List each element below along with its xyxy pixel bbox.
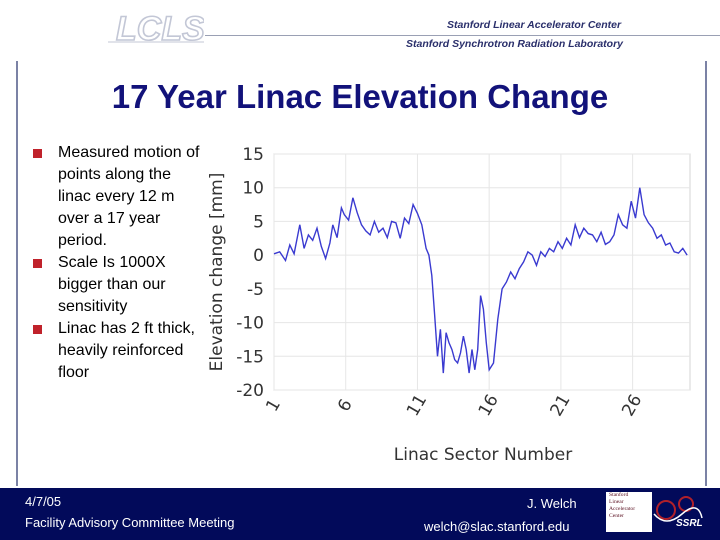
slide-header: LCLS Stanford Linear Accelerator Center … — [0, 0, 720, 58]
y-tick-label: 15 — [242, 145, 264, 165]
slide-footer — [0, 488, 720, 540]
x-tick-label: 21 — [546, 391, 574, 420]
bullet-item: Scale Is 1000X bigger than our sensitivi… — [33, 252, 208, 318]
footer-email: welch@slac.stanford.edu — [424, 519, 570, 534]
bullet-marker-icon — [33, 149, 42, 158]
ssrl-logo-text: SSRL — [676, 518, 703, 529]
x-tick-label: 6 — [334, 396, 357, 415]
series-line — [273, 187, 688, 374]
bullet-text: Linac has 2 ft thick, heavily reinforced… — [58, 320, 195, 381]
slac-logo-line: Linear — [609, 499, 624, 505]
y-tick-label: 10 — [242, 179, 264, 199]
lab-name-slac: Stanford Linear Accelerator Center — [447, 19, 622, 31]
y-tick-label: -20 — [236, 381, 264, 401]
slac-logo: Stanford Linear Accelerator Center — [606, 492, 652, 532]
footer-author: J. Welch — [527, 496, 577, 511]
x-tick-labels: 1 6 11 16 21 26 — [262, 391, 646, 420]
plot-area — [273, 153, 691, 391]
x-tick-label: 26 — [618, 391, 646, 420]
bullet-item: Linac has 2 ft thick, heavily reinforced… — [33, 318, 208, 384]
y-tick-labels: 15 10 5 0 -5 -10 -15 -20 — [236, 145, 264, 401]
x-tick-label: 11 — [403, 391, 431, 420]
y-tick-label: -10 — [236, 314, 264, 334]
footer-date: 4/7/05 — [25, 494, 62, 509]
header-rule — [205, 35, 720, 36]
bullet-marker-icon — [33, 259, 42, 268]
bullet-text: Scale Is 1000X bigger than our sensitivi… — [58, 254, 166, 315]
y-tick-label: -5 — [247, 280, 264, 300]
ssrl-logo-icon — [653, 496, 703, 522]
bullet-marker-icon — [33, 325, 42, 334]
y-tick-label: -15 — [236, 347, 264, 367]
slide-title: 17 Year Linac Elevation Change — [111, 78, 609, 115]
slac-logo-line: Center — [609, 513, 624, 519]
y-axis-label: Elevation change [mm] — [207, 173, 227, 372]
lab-name-ssrl: Stanford Synchrotron Radiation Laborator… — [406, 38, 624, 50]
bullet-text: Measured motion of points along the lina… — [58, 144, 200, 249]
x-tick-label: 1 — [262, 396, 285, 415]
slac-logo-line: Stanford — [609, 492, 629, 498]
bullet-list: Measured motion of points along the lina… — [33, 142, 208, 384]
bullet-item: Measured motion of points along the lina… — [33, 142, 208, 252]
y-tick-label: 5 — [253, 212, 264, 232]
slac-logo-line: Accelerator — [609, 506, 636, 512]
footer-meeting: Facility Advisory Committee Meeting — [25, 515, 235, 530]
lcls-logo: LCLS — [108, 9, 204, 49]
x-axis-label: Linac Sector Number — [394, 445, 572, 465]
y-tick-label: 0 — [253, 246, 264, 266]
x-tick-label: 16 — [475, 391, 503, 420]
